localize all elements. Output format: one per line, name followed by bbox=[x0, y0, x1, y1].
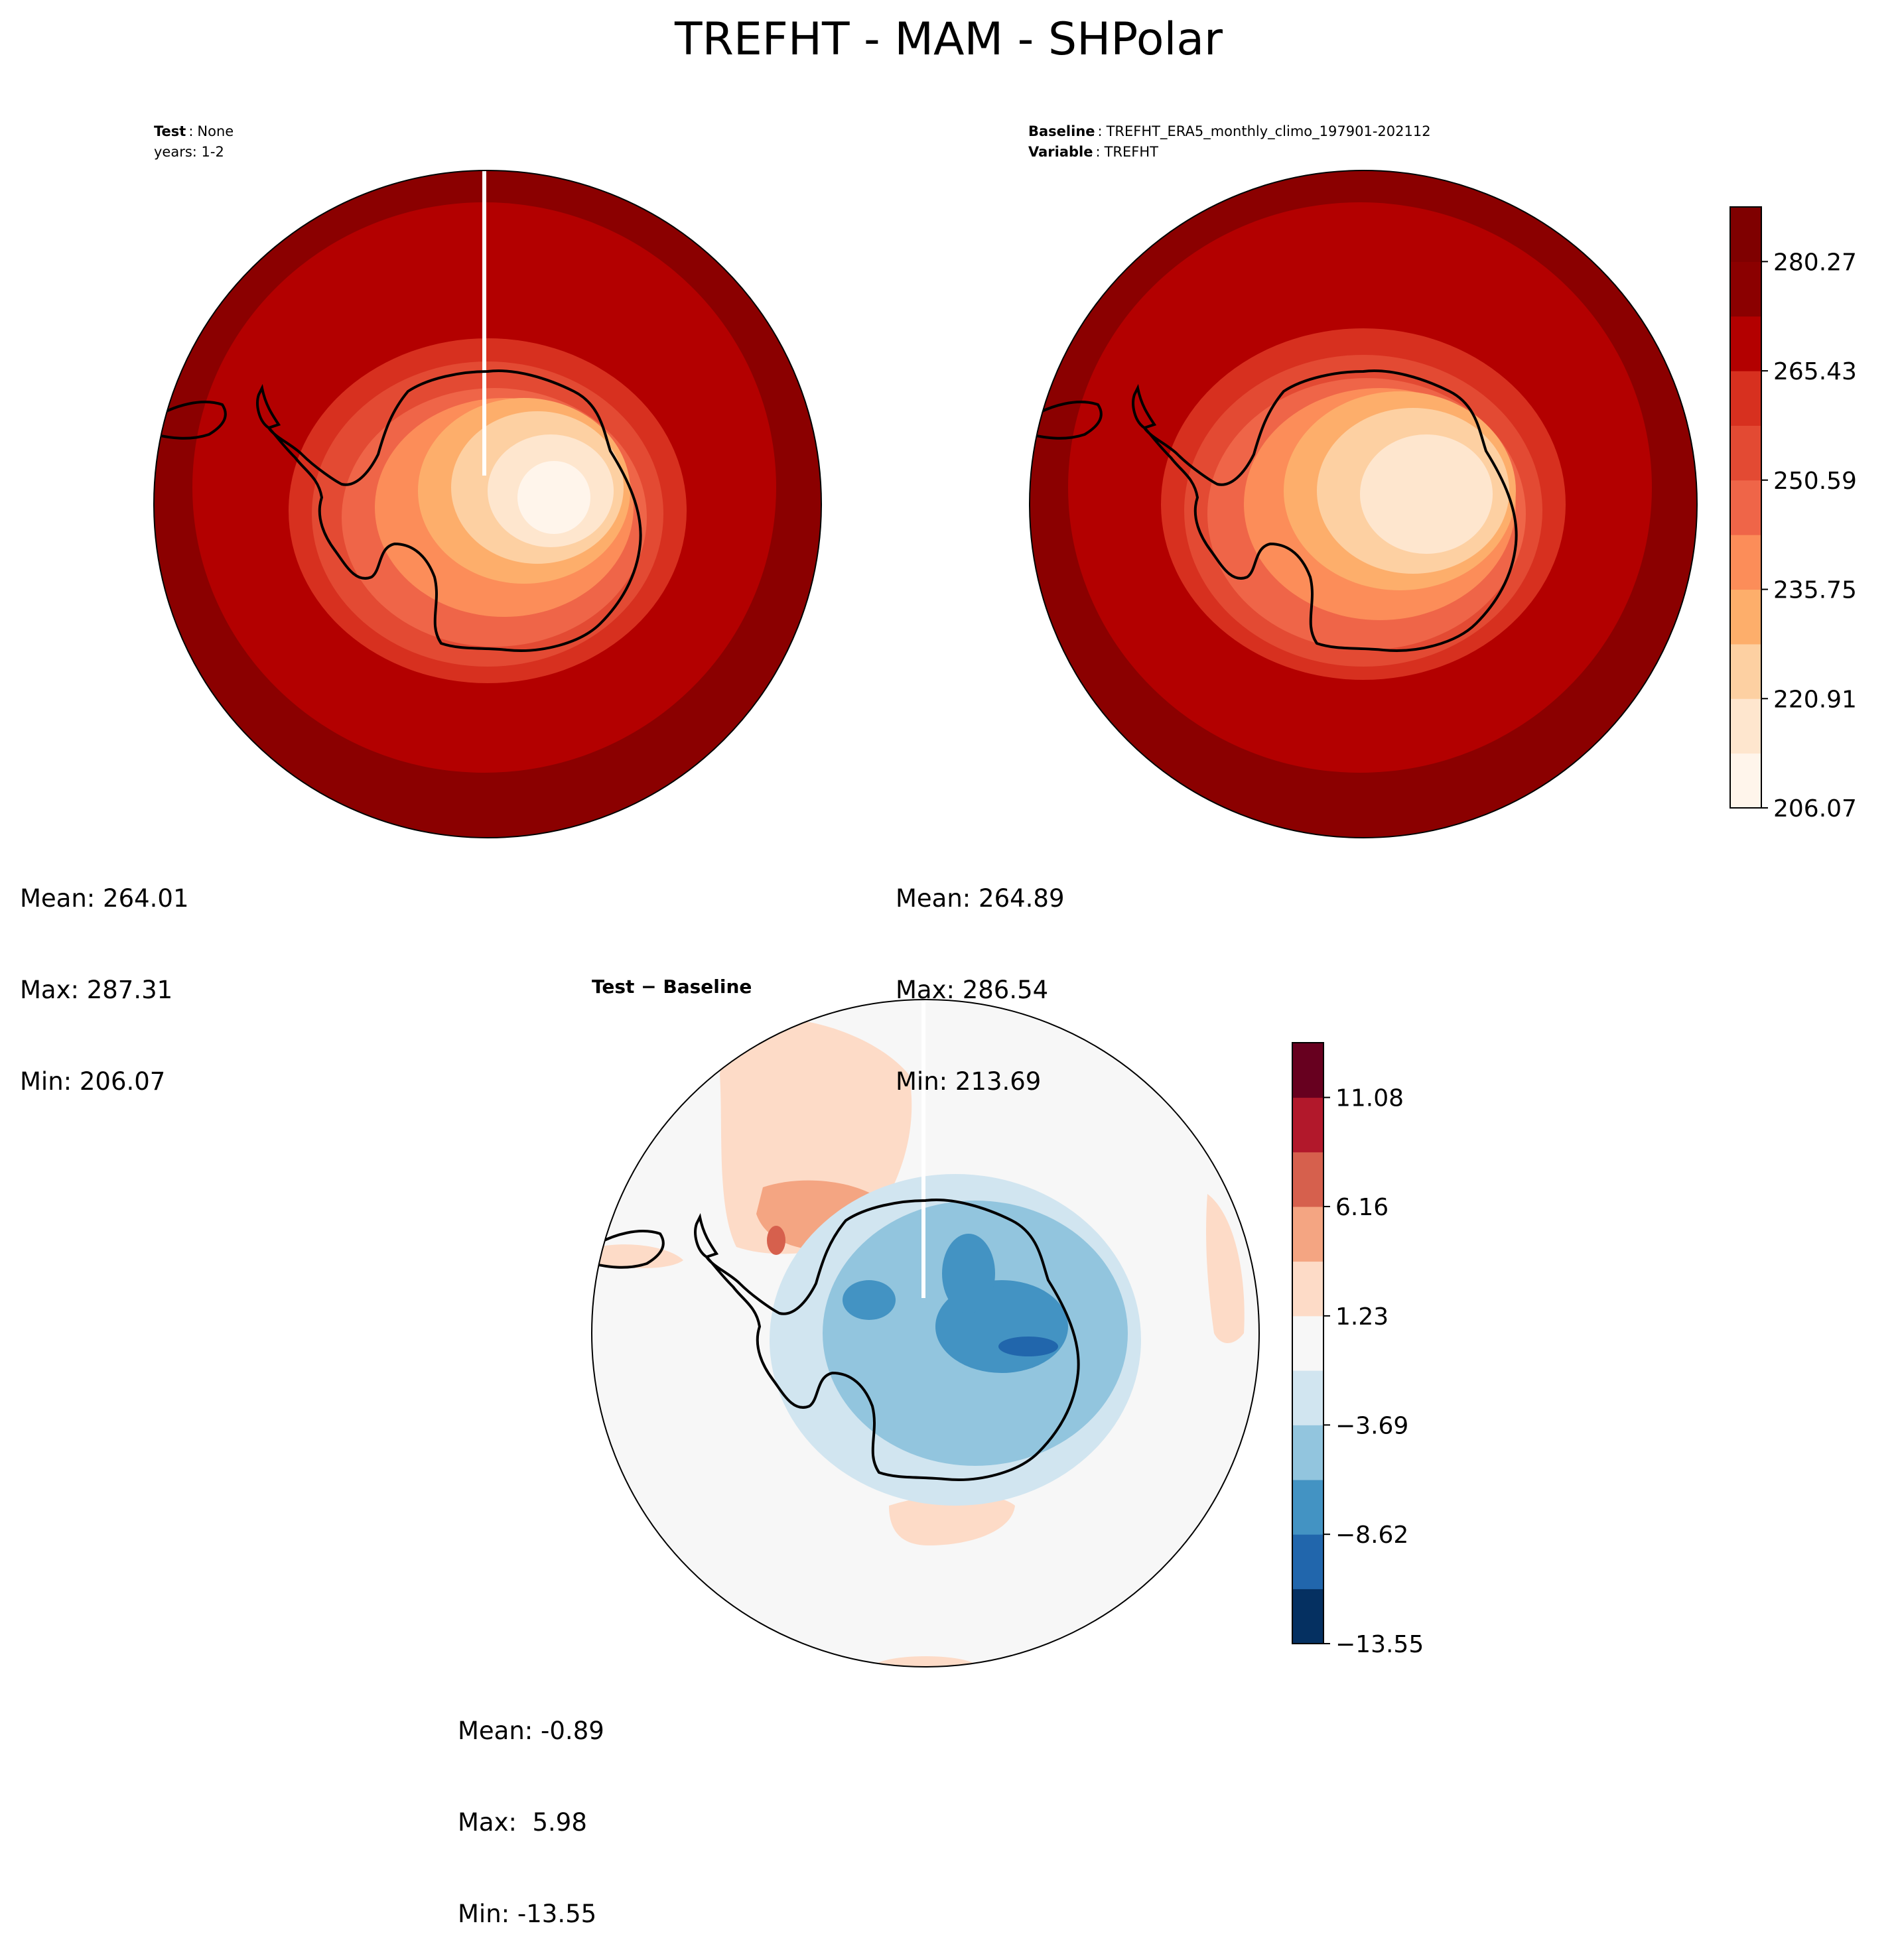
difference-colorbar-segment bbox=[1292, 1151, 1323, 1207]
test-missing-meridian bbox=[482, 170, 486, 476]
difference-colorbar-border bbox=[1292, 1042, 1324, 1644]
baseline-map-boundary bbox=[1029, 170, 1698, 838]
difference-min: Min: -13.55 bbox=[458, 1900, 597, 1928]
difference-colorbar-segment bbox=[1292, 1479, 1323, 1535]
baseline-variable-value: TREFHT bbox=[1104, 144, 1159, 160]
figure-title: TREFHT - MAM - SHPolar bbox=[674, 13, 1223, 66]
baseline-colorbar-tick-label: 280.27 bbox=[1773, 249, 1857, 276]
baseline-colorbar-segment bbox=[1730, 589, 1761, 645]
baseline-colorbar-tick-label: 220.91 bbox=[1773, 686, 1857, 713]
difference-map-boundary bbox=[591, 999, 1260, 1667]
baseline-map bbox=[1030, 170, 1697, 838]
baseline-panel: Baseline: TREFHT_ERA5_monthly_climo_19790… bbox=[1028, 123, 1857, 838]
difference-colorbar-segment bbox=[1292, 1370, 1323, 1425]
baseline-band-9 bbox=[1360, 434, 1493, 554]
baseline-colorbar-segment bbox=[1730, 371, 1761, 426]
difference-panel: Test − Baseline −13.55−8.62− bbox=[591, 976, 1424, 1667]
test-max: Max: 287.31 bbox=[20, 976, 173, 1004]
baseline-colorbar-segment bbox=[1730, 535, 1761, 590]
svg-text:Variable:TREFHT: Variable: TREFHT bbox=[1028, 144, 1158, 160]
test-panel: Test: None years: 1-2 bbox=[153, 123, 822, 838]
baseline-variable-title: Variable bbox=[1028, 144, 1093, 160]
baseline-colorbar-border bbox=[1729, 206, 1762, 809]
baseline-colorbar: 206.07 220.91 235.75 250.59 265.43 280.27 bbox=[1729, 206, 1857, 822]
baseline-colorbar-tick-label: 206.07 bbox=[1773, 795, 1857, 822]
difference-cool-region-4 bbox=[998, 1337, 1058, 1356]
baseline-colorbar-segment bbox=[1730, 643, 1761, 699]
test-map-boundary bbox=[153, 170, 822, 838]
difference-colorbar-segment bbox=[1292, 1097, 1323, 1153]
difference-colorbar-segment bbox=[1292, 1043, 1323, 1098]
difference-max: Max: 5.98 bbox=[458, 1808, 587, 1837]
test-label-years: years: 1-2 bbox=[154, 144, 224, 160]
baseline-colorbar-segment bbox=[1730, 207, 1761, 262]
difference-colorbar-tick-label: −3.69 bbox=[1335, 1412, 1408, 1439]
baseline-mean: Mean: 264.89 bbox=[896, 884, 1065, 913]
difference-colorbar-segment bbox=[1292, 1207, 1323, 1262]
baseline-label-title: Baseline bbox=[1028, 123, 1095, 139]
baseline-colorbar-segment bbox=[1730, 698, 1761, 754]
test-mean: Mean: 264.01 bbox=[20, 884, 189, 913]
baseline-colorbar-segment bbox=[1730, 753, 1761, 809]
test-map bbox=[154, 170, 821, 838]
baseline-max: Max: 286.54 bbox=[896, 976, 1049, 1004]
difference-warm-region-3 bbox=[767, 1226, 785, 1255]
test-min: Min: 206.07 bbox=[20, 1067, 166, 1096]
difference-colorbar-tick-label: −8.62 bbox=[1335, 1522, 1408, 1549]
svg-text:Baseline:TREFHT_ERA5_monthly_c: Baseline: TREFHT_ERA5_monthly_climo_19790… bbox=[1028, 123, 1431, 140]
difference-map bbox=[592, 1000, 1259, 1667]
difference-colorbar-tick-label: 11.08 bbox=[1335, 1085, 1404, 1112]
difference-colorbar-segment bbox=[1292, 1425, 1323, 1480]
test-stats: Mean: 264.01 Max: 287.31 Min: 206.07 bbox=[20, 822, 189, 1128]
baseline-label-value: TREFHT_ERA5_monthly_climo_197901-202112 bbox=[1106, 123, 1431, 140]
difference-colorbar-tick-label: 6.16 bbox=[1335, 1194, 1389, 1221]
difference-warm-region-6 bbox=[872, 1656, 979, 1667]
difference-colorbar-tick-label: −13.55 bbox=[1335, 1631, 1424, 1658]
baseline-colorbar-tick-label: 235.75 bbox=[1773, 577, 1857, 604]
difference-missing-meridian bbox=[921, 1000, 925, 1298]
baseline-colorbar-segment bbox=[1730, 316, 1761, 371]
figure: TREFHT - MAM - SHPolar Test: None years: … bbox=[153, 13, 1857, 1667]
difference-cool-region-5 bbox=[942, 1234, 995, 1313]
baseline-colorbar-tick-label: 265.43 bbox=[1773, 358, 1857, 385]
test-band-10 bbox=[517, 461, 590, 534]
baseline-stats: Mean: 264.89 Max: 286.54 Min: 213.69 bbox=[896, 822, 1065, 1128]
difference-colorbar: −13.55 −8.62 −3.69 1.23 6.16 11.08 bbox=[1292, 1042, 1424, 1658]
difference-cool-region-6 bbox=[843, 1280, 896, 1320]
baseline-colorbar-segment bbox=[1730, 480, 1761, 535]
difference-warm-region-5 bbox=[1206, 1194, 1245, 1343]
difference-warm-region-4 bbox=[889, 1494, 1015, 1545]
baseline-min: Min: 213.69 bbox=[896, 1067, 1042, 1096]
difference-stats: Mean: -0.89 Max: 5.98 Min: -13.55 bbox=[458, 1655, 604, 1960]
difference-colorbar-segment bbox=[1292, 1589, 1323, 1644]
baseline-colorbar-tick-label: 250.59 bbox=[1773, 468, 1857, 495]
difference-colorbar-segment bbox=[1292, 1261, 1323, 1317]
baseline-colorbar-segment bbox=[1730, 261, 1761, 317]
test-label-title: Test bbox=[154, 123, 186, 139]
baseline-colorbar-segment bbox=[1730, 425, 1761, 481]
difference-colorbar-tick-label: 1.23 bbox=[1335, 1303, 1389, 1331]
svg-text:Test:None: Test: None bbox=[154, 123, 234, 139]
difference-colorbar-segment bbox=[1292, 1315, 1323, 1371]
test-label-value: None bbox=[197, 123, 234, 139]
difference-colorbar-segment bbox=[1292, 1534, 1323, 1589]
difference-label-title: Test − Baseline bbox=[592, 976, 752, 998]
difference-mean: Mean: -0.89 bbox=[458, 1717, 604, 1745]
